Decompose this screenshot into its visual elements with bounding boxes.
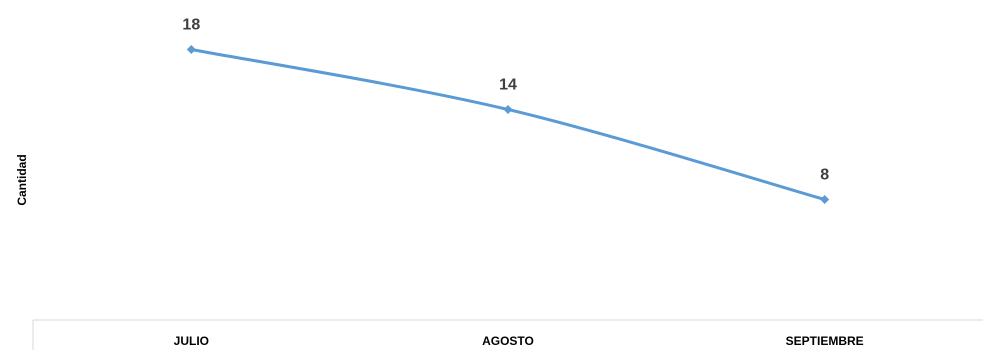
data-label: 18 [182, 17, 200, 34]
data-point-marker [186, 45, 196, 54]
x-tick-label: JULIO [174, 334, 209, 348]
data-label: 8 [820, 167, 829, 184]
x-tick-label: SEPTIEMBRE [786, 334, 864, 348]
series-line [191, 48, 826, 201]
x-tick-label: AGOSTO [482, 334, 534, 348]
data-point-marker [503, 105, 513, 114]
y-axis-label: Cantidad [15, 154, 29, 205]
data-label: 14 [499, 77, 517, 94]
data-point-marker [820, 195, 830, 204]
x-tick-labels: JULIO AGOSTO SEPTIEMBRE [174, 334, 864, 348]
series-layer: 18 14 8 [182, 17, 830, 204]
